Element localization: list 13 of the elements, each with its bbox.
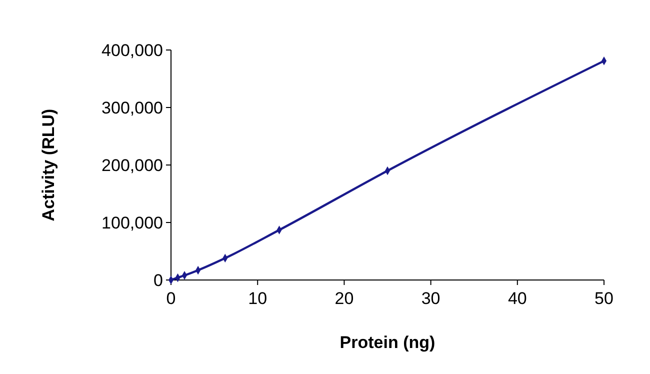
y-tick-label: 0 (154, 270, 163, 290)
x-tick-label: 30 (421, 289, 440, 308)
y-tick-label: 200,000 (102, 156, 163, 175)
x-tick-label: 50 (594, 289, 614, 308)
y-tick-label: 300,000 (102, 98, 163, 118)
y-axis-title: Activity (RLU) (39, 108, 58, 222)
x-axis-title: Protein (ng) (340, 333, 436, 352)
x-tick-label: 20 (334, 289, 354, 308)
y-tick-label: 100,000 (102, 213, 163, 232)
x-tick-label: 40 (508, 289, 527, 308)
x-tick-label: 0 (166, 289, 176, 308)
x-tick-label: 10 (248, 289, 268, 308)
y-tick-label: 400,000 (102, 40, 163, 60)
